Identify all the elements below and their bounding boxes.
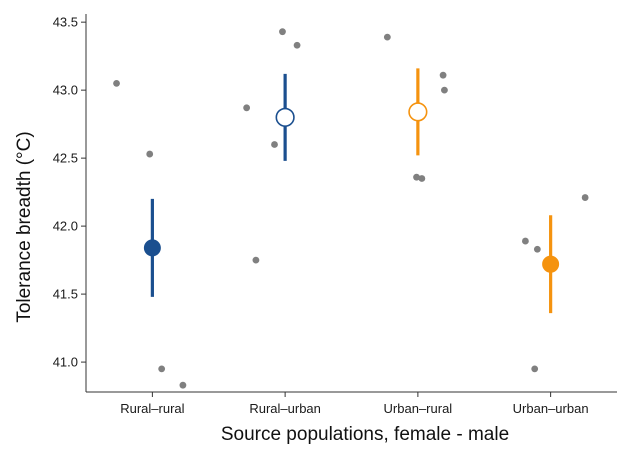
mean-marker [143, 239, 161, 257]
y-tick-label: 42.0 [53, 219, 78, 234]
mean-marker [542, 255, 560, 273]
y-tick-label: 43.5 [53, 15, 78, 30]
data-point [158, 365, 166, 373]
plot-frame [85, 14, 617, 393]
data-point [439, 71, 447, 79]
x-tick-label: Urban–rural [384, 401, 453, 416]
x-axis-ticks: Rural–rural Rural–urban Urban–rural Urban–u… [120, 392, 589, 416]
y-tick-label: 43.0 [53, 83, 78, 98]
data-point [533, 245, 541, 253]
y-tick-label: 42.5 [53, 151, 78, 166]
data-point [581, 194, 589, 201]
data-point [113, 79, 120, 87]
jitter-points [113, 28, 589, 389]
y-tick-label: 41.0 [53, 355, 78, 370]
mean-marker [275, 107, 295, 127]
mean-marker [408, 102, 428, 122]
data-point [531, 365, 539, 373]
data-point [418, 175, 426, 182]
data-point [279, 28, 286, 36]
y-tick-label: 41.5 [53, 287, 78, 302]
data-point [146, 150, 154, 158]
data-point [522, 237, 529, 245]
x-axis-title: Source populations, female - male [221, 424, 509, 445]
data-point [383, 33, 391, 41]
data-point [441, 86, 448, 94]
x-tick-label: Rural–rural [120, 401, 184, 416]
x-tick-label: Urban–urban [513, 401, 589, 416]
data-point [252, 256, 260, 264]
ci-bars [150, 68, 553, 314]
data-point [243, 104, 251, 112]
data-point [413, 173, 420, 181]
y-axis-title: Tolerance breadth (°C) [14, 131, 35, 322]
data-point [271, 141, 278, 148]
data-point [293, 41, 301, 49]
y-axis-ticks: 41.0 41.5 42.0 42.5 43.0 43.5 [53, 15, 86, 370]
x-tick-label: Rural–urban [249, 401, 321, 416]
data-point [179, 381, 187, 389]
mean-markers [143, 102, 560, 273]
